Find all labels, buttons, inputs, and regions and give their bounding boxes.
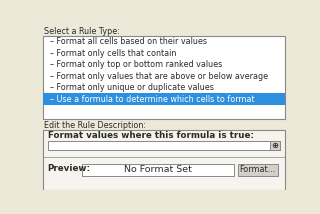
Text: – Format only top or bottom ranked values: – Format only top or bottom ranked value… bbox=[50, 60, 222, 69]
Text: Edit the Rule Description:: Edit the Rule Description: bbox=[44, 120, 146, 129]
FancyBboxPatch shape bbox=[82, 163, 234, 176]
Text: Preview:: Preview: bbox=[48, 164, 91, 173]
Text: Format values where this formula is true:: Format values where this formula is true… bbox=[48, 131, 254, 140]
Text: – Format all cells based on their values: – Format all cells based on their values bbox=[50, 37, 207, 46]
FancyBboxPatch shape bbox=[270, 141, 280, 150]
Text: Format...: Format... bbox=[240, 165, 276, 174]
Text: – Format only cells that contain: – Format only cells that contain bbox=[50, 49, 176, 58]
Text: – Format only values that are above or below average: – Format only values that are above or b… bbox=[50, 72, 268, 81]
FancyBboxPatch shape bbox=[48, 141, 280, 150]
Text: – Use a formula to determine which cells to format: – Use a formula to determine which cells… bbox=[50, 95, 255, 104]
FancyBboxPatch shape bbox=[43, 130, 285, 190]
FancyBboxPatch shape bbox=[238, 163, 278, 176]
Text: No Format Set: No Format Set bbox=[124, 165, 192, 174]
Text: – Format only unique or duplicate values: – Format only unique or duplicate values bbox=[50, 83, 214, 92]
Text: Select a Rule Type:: Select a Rule Type: bbox=[44, 27, 120, 36]
FancyBboxPatch shape bbox=[43, 36, 285, 119]
Text: ⊕: ⊕ bbox=[272, 141, 279, 150]
FancyBboxPatch shape bbox=[43, 94, 285, 105]
